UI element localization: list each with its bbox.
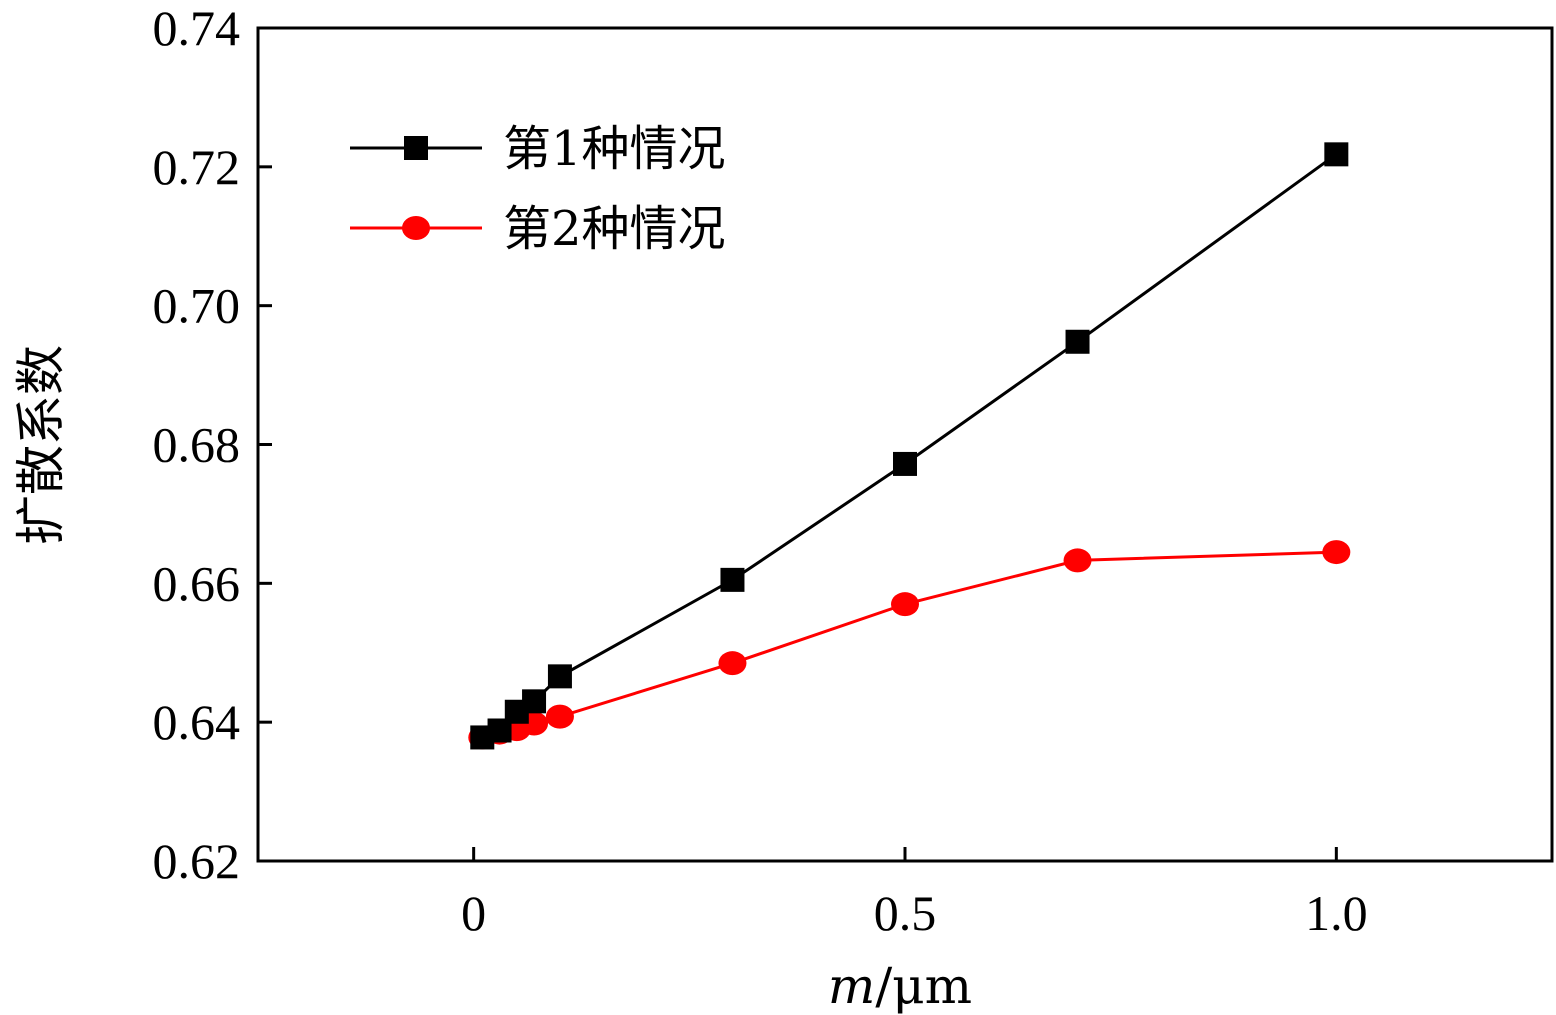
data-point-circle xyxy=(891,592,919,617)
y-tick-label: 0.70 xyxy=(153,278,241,334)
y-tick-label: 0.68 xyxy=(153,417,241,473)
x-tick-label: 1.0 xyxy=(1305,885,1368,941)
x-tick-label: 0.5 xyxy=(874,885,937,941)
legend-label-2: 第2种情况 xyxy=(503,201,726,257)
y-tick-label: 0.66 xyxy=(153,555,241,611)
data-point-square xyxy=(893,451,917,476)
data-point-square xyxy=(1324,142,1349,167)
plot-frame xyxy=(256,26,1554,863)
legend-marker-circle xyxy=(402,216,430,240)
y-tick-label: 0.72 xyxy=(153,139,241,195)
x-axis-title-variable: m xyxy=(828,957,875,1015)
x-axis-title: m/μm xyxy=(828,957,972,1015)
legend-label-1: 第1种情况 xyxy=(503,121,726,177)
data-point-square xyxy=(1065,329,1090,354)
x-tick-label: 0 xyxy=(461,885,486,941)
data-point-circle xyxy=(1322,540,1351,565)
legend-marker-square xyxy=(404,136,428,160)
x-axis-ticks: 0 0.5 1.0 xyxy=(461,847,1368,941)
data-point-circle xyxy=(1063,548,1092,573)
data-point-circle xyxy=(718,651,747,676)
data-point-square xyxy=(547,664,572,689)
y-axis-ticks: 0.62 0.64 0.66 0.68 0.70 0.72 0.74 xyxy=(153,0,272,889)
data-point-square xyxy=(522,689,547,714)
y-tick-label: 0.74 xyxy=(153,0,241,56)
data-point-square xyxy=(720,567,745,592)
y-tick-label: 0.64 xyxy=(153,694,241,750)
data-point-circle xyxy=(545,704,574,729)
x-axis-title-unit: /μm xyxy=(875,957,972,1015)
y-axis-title: 扩散系数 xyxy=(12,345,70,545)
series-layer xyxy=(468,142,1351,750)
y-tick-label: 0.62 xyxy=(153,833,241,889)
series-line-2 xyxy=(481,550,1337,739)
